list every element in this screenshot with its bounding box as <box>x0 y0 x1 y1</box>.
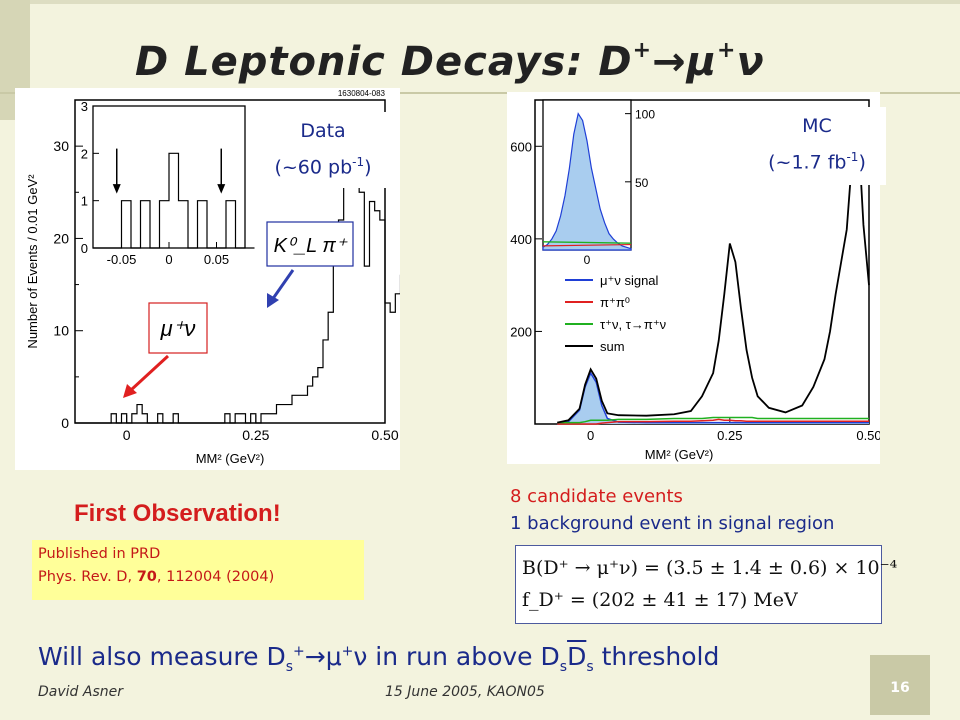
branching-fraction: B(D⁺ → μ⁺ν) = (3.5 ± 1.4 ± 0.6) × 10⁻⁴ <box>522 557 898 579</box>
result-formula: B(D⁺ → μ⁺ν) = (3.5 ± 1.4 ± 0.6) × 10⁻⁴ f… <box>515 545 898 624</box>
mc-label: MC (~1.7 fb-1) <box>748 107 886 185</box>
inset-y-tick-label: 0 <box>81 241 88 256</box>
series-line-0 <box>557 371 869 425</box>
slide-title: D Leptonic Decays: D+→μ+ν <box>135 38 765 85</box>
x-tick-label: 0 <box>123 427 131 443</box>
title-divider <box>0 92 960 94</box>
x-tick-label: 0 <box>587 428 594 443</box>
inset-y-tick-label: 100 <box>635 108 655 122</box>
y-tick-label: 400 <box>510 232 532 247</box>
future-measurement-note: Will also measure Ds+→μ+ν in run above D… <box>38 642 720 675</box>
data-label: Data (~60 pb-1) <box>258 112 388 188</box>
klpi-label: K⁰_L π⁺ <box>274 235 348 257</box>
series-line-3 <box>557 122 870 424</box>
slide-number-box <box>870 655 930 715</box>
signal-fill <box>557 373 869 424</box>
inset-signal-peak <box>542 112 632 251</box>
mu-nu-box <box>148 302 208 354</box>
publication-note: Published in PRD Phys. Rev. D, 70, 11200… <box>32 540 364 600</box>
first-observation-heading: First Observation! <box>74 500 281 527</box>
top-band <box>0 0 960 4</box>
mu-nu-arrow <box>129 354 170 392</box>
x-axis-label: MM² (GeV²) <box>196 451 265 466</box>
y-tick-label: 10 <box>53 323 69 339</box>
y-tick-label: 200 <box>510 324 532 339</box>
y-tick-label: 30 <box>53 138 69 154</box>
inset-pipi-line <box>542 243 632 247</box>
x-tick-label: 0.25 <box>717 428 742 443</box>
mu-nu-label: μ⁺ν <box>160 316 196 341</box>
y-axis-label: Number of Events / 0.01 GeV² <box>25 174 40 349</box>
legend-label-2: τ⁺ν, τ→π⁺ν <box>600 317 666 332</box>
background-count: 1 background event in signal region <box>510 513 835 534</box>
candidate-count: 8 candidate events <box>510 486 683 507</box>
inset-y-tick-label: 3 <box>81 99 88 114</box>
inset-histogram-line <box>93 152 255 249</box>
inset-x-tick-label: -0.05 <box>107 252 137 267</box>
x-tick-label: 0.50 <box>371 427 398 443</box>
inset-tau-line <box>542 241 632 244</box>
decay-constant: f_D⁺ = (202 ± 41 ± 17) MeV <box>522 589 798 611</box>
y-tick-label: 600 <box>510 139 532 154</box>
candidate-summary: 8 candidate events 1 background event in… <box>510 483 834 537</box>
series-line-2 <box>557 416 869 424</box>
signal-window-arrowhead <box>112 184 121 194</box>
inset-x-tick-label: 0.05 <box>204 252 229 267</box>
inset-y-tick-label: 1 <box>81 194 88 209</box>
mu-nu-arrowhead <box>123 384 137 398</box>
series-line-1 <box>557 418 869 425</box>
legend-label-0: μ⁺ν signal <box>600 273 659 288</box>
plot-id: 1630804-083 <box>338 89 386 98</box>
x-tick-label: 0.25 <box>242 427 269 443</box>
signal-window-arrowhead <box>217 184 226 194</box>
legend-label-3: sum <box>600 339 625 354</box>
x-tick-label: 0.50 <box>856 428 880 443</box>
klpi-arrow <box>270 269 295 301</box>
mc-distribution: 200 400 600 0 0.25 0.50 MM² (GeV²) 100 50 0 μ⁺ν si… <box>510 99 882 462</box>
inset-y-tick-label: 2 <box>81 146 88 161</box>
footer-author: David Asner <box>38 684 123 700</box>
slide-number: 16 <box>890 680 910 696</box>
legend-label-1: π⁺π⁰ <box>600 295 630 310</box>
y-tick-label: 20 <box>53 230 69 246</box>
inset-x-tick-label: 0 <box>165 252 172 267</box>
inset-x-tick-label: 0 <box>584 253 591 267</box>
x-axis-label: MM² (GeV²) <box>645 447 714 462</box>
footer-date: 15 June 2005, KAON05 <box>385 684 545 700</box>
y-tick-label: 0 <box>61 415 69 431</box>
inset-y-tick-label: 50 <box>635 176 649 190</box>
klpi-box <box>266 221 354 267</box>
klpi-arrowhead <box>267 293 279 308</box>
